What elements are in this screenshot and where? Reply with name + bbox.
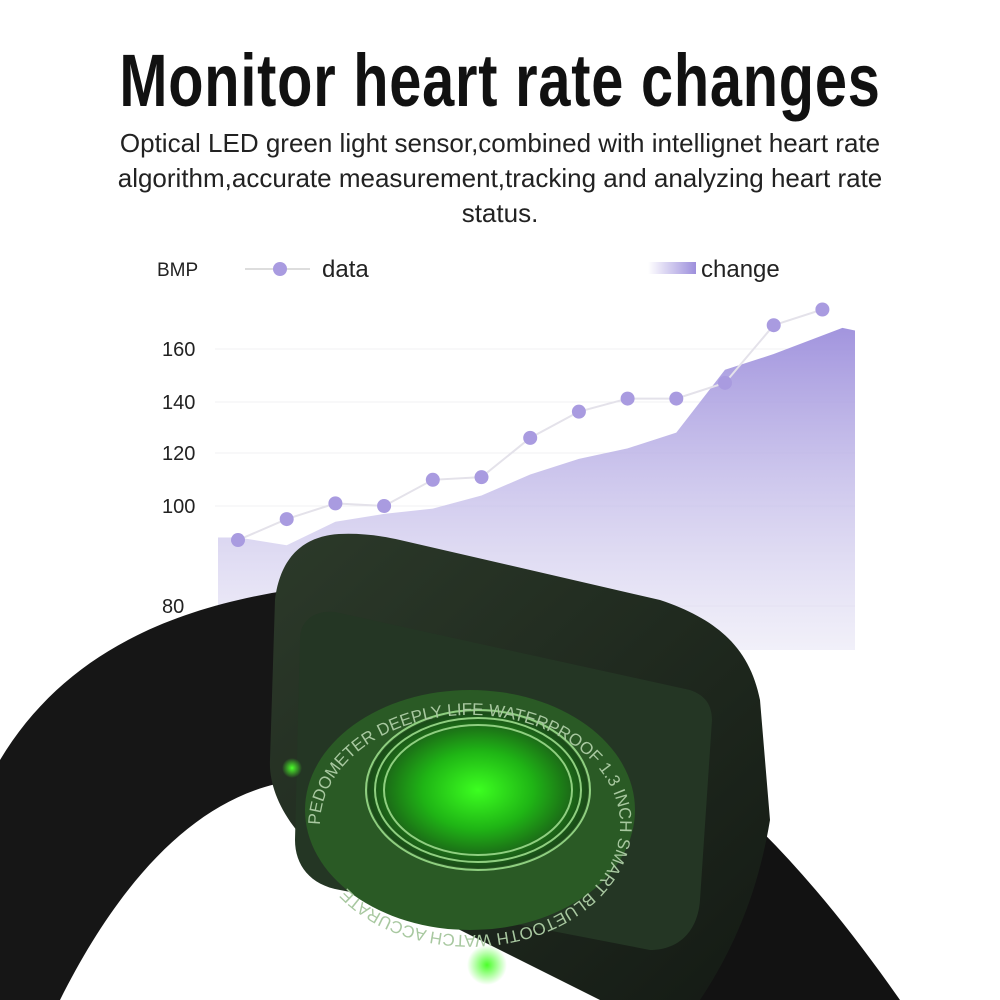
left-strap — [0, 590, 300, 1000]
data-point — [815, 302, 830, 317]
y-axis-label: BMP — [157, 260, 198, 281]
legend-label-change: change — [701, 256, 780, 283]
data-point — [620, 391, 635, 406]
y-tick-label: 100 — [162, 496, 195, 518]
data-point — [231, 533, 245, 548]
sensor-ring — [365, 709, 591, 871]
legend-change: change — [648, 256, 780, 283]
data-point — [328, 496, 343, 511]
description: Optical LED green light sensor,combined … — [117, 128, 883, 228]
data-point — [279, 512, 294, 527]
legend-marker — [273, 262, 287, 276]
y-tick-label: 80 — [162, 596, 184, 618]
data-point — [718, 375, 732, 390]
y-tick-label: 120 — [162, 443, 195, 465]
sensor-ring — [383, 724, 573, 856]
legend-data: data — [245, 256, 369, 283]
sensor-ring — [374, 717, 582, 863]
data-point — [474, 470, 489, 485]
green-sensor-light — [368, 712, 588, 868]
headline: Monitor heart rate changes — [119, 39, 881, 122]
data-point — [669, 391, 684, 406]
green-led-dot — [467, 945, 507, 985]
legend-label-data: data — [322, 256, 369, 283]
legend-swatch — [648, 262, 696, 274]
data-point — [571, 404, 586, 419]
data-point — [425, 472, 440, 487]
data-point — [523, 430, 538, 445]
data-point — [766, 318, 781, 333]
data-point — [377, 499, 392, 513]
y-tick-label: 160 — [162, 339, 195, 361]
green-led-dot — [282, 758, 302, 778]
y-tick-label: 140 — [162, 392, 195, 414]
